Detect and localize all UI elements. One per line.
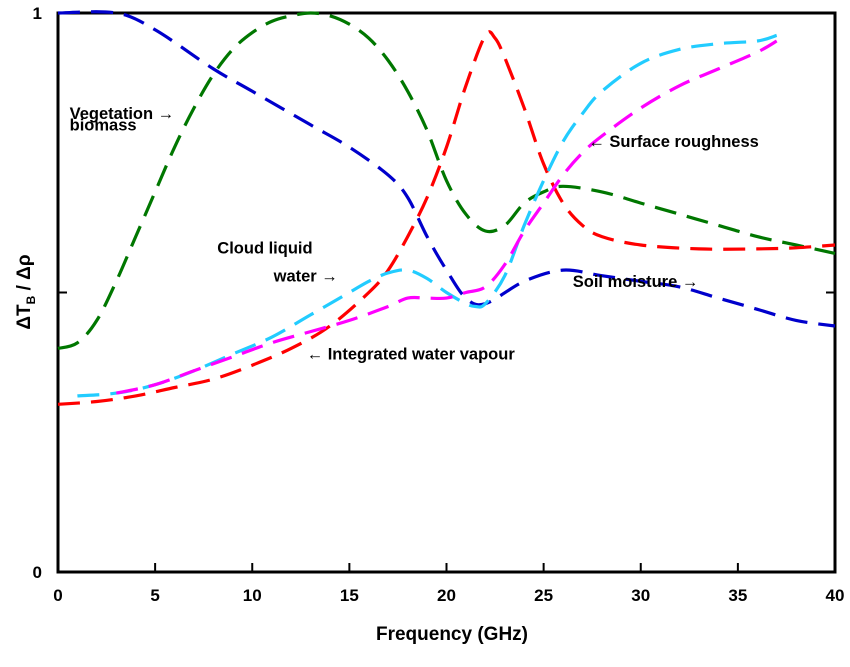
x-axis-title: Frequency (GHz) bbox=[376, 624, 528, 645]
y-tick-label: 0 bbox=[33, 563, 42, 582]
x-tick-label: 20 bbox=[437, 586, 456, 605]
series-layer bbox=[57, 10, 836, 406]
x-tick-label: 30 bbox=[631, 586, 650, 605]
x-tick-label: 10 bbox=[243, 586, 262, 605]
x-tick-label: 40 bbox=[826, 586, 845, 605]
y-tick-label: 1 bbox=[33, 4, 42, 23]
annotation-label: Soil moisture → bbox=[573, 273, 699, 291]
annotation-label: biomass bbox=[70, 116, 137, 134]
annotation-label: water → bbox=[273, 267, 338, 285]
y-axis-title: ΔTB / Δρ bbox=[14, 254, 38, 329]
x-tick-label: 5 bbox=[150, 586, 159, 605]
x-tick-label: 35 bbox=[728, 586, 747, 605]
series-line-cloud-liquid-water bbox=[77, 33, 778, 398]
y-axis-title-delta-t: ΔT bbox=[14, 304, 35, 330]
axis-ticks: 0 5 10 15 20 25 30 35 40 0 1 bbox=[33, 4, 845, 605]
x-tick-label: 15 bbox=[340, 586, 359, 605]
series-line-vegetation-biomass bbox=[57, 11, 836, 350]
annotation-label: ← Integrated water vapour bbox=[307, 346, 516, 364]
annotation-label: Cloud liquid bbox=[217, 239, 312, 257]
x-tick-label: 25 bbox=[534, 586, 553, 605]
x-tick-label: 0 bbox=[53, 586, 62, 605]
annotation-layer: Vegetation →biomass ← Surface roughness Cl… bbox=[70, 105, 759, 363]
series-line-integrated-water-vapour bbox=[57, 30, 836, 406]
y-axis-title-subscript: B bbox=[24, 295, 38, 304]
y-axis-title-over-delta-rho: / Δρ bbox=[14, 254, 35, 295]
series-line-soil-moisture bbox=[57, 10, 836, 328]
annotation-label: ← Surface roughness bbox=[588, 133, 759, 151]
series-line-surface-roughness bbox=[115, 39, 778, 395]
annotation-label: Vegetation → bbox=[70, 105, 175, 123]
